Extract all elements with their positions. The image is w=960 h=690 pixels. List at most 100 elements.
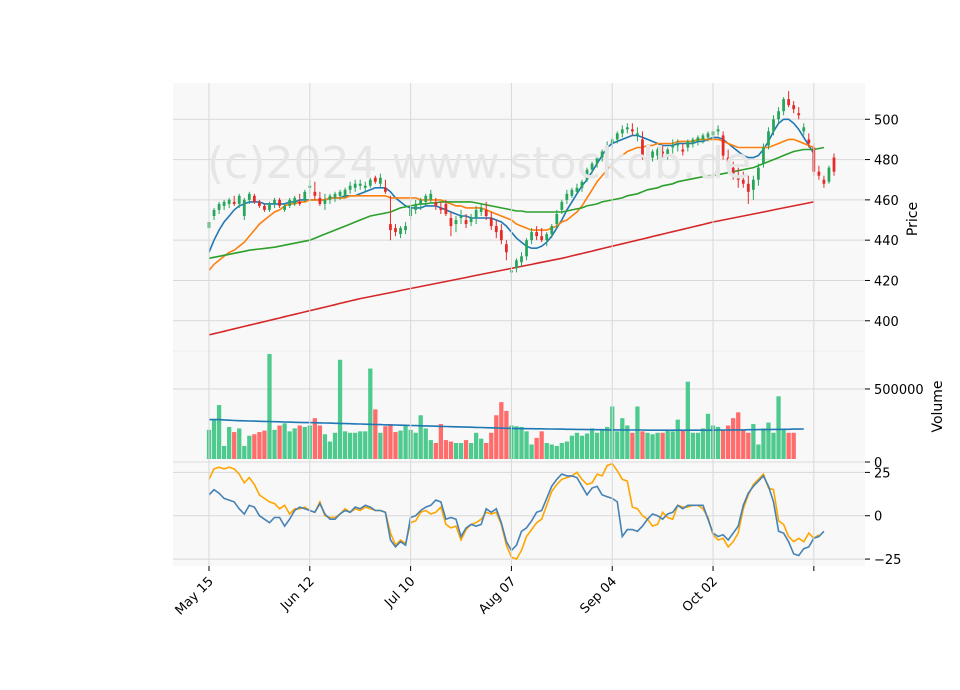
volume-bar — [358, 431, 363, 459]
volume-bar — [569, 435, 575, 459]
candle-body — [263, 205, 266, 210]
candle — [434, 197, 438, 210]
candle — [832, 153, 836, 176]
volume-panel: 0 500000 Volume — [173, 350, 946, 471]
volume-bar — [705, 413, 711, 459]
candle — [686, 139, 690, 152]
volume-bar — [277, 425, 282, 459]
candle — [676, 139, 680, 152]
volume-bar — [489, 432, 494, 459]
oscillator-panel: −25 0 25 — [173, 461, 901, 568]
candle-body — [792, 105, 796, 110]
candle — [454, 215, 458, 233]
volume-bar — [211, 419, 217, 459]
moving-average-ma_slow — [208, 146, 825, 260]
volume-bar — [378, 432, 383, 459]
candle-body — [686, 141, 690, 148]
volume-bar — [232, 432, 237, 459]
candle — [631, 123, 634, 136]
candle — [227, 197, 231, 208]
candle-body — [772, 119, 775, 132]
volume-bar — [312, 418, 317, 459]
candle-body — [288, 199, 292, 206]
candle-body — [570, 189, 574, 196]
candle — [746, 175, 750, 204]
candle — [706, 131, 710, 142]
volume-bar — [635, 406, 640, 459]
volume-bar — [398, 430, 403, 459]
volume-bar — [660, 432, 665, 459]
candle — [661, 145, 665, 158]
volume-bar — [332, 432, 338, 459]
volume-bar — [499, 402, 504, 459]
candle-body — [721, 135, 725, 156]
candle-body — [429, 193, 433, 200]
candle-body — [651, 151, 654, 158]
volume-bar — [615, 431, 620, 459]
candle-body — [222, 201, 226, 206]
candle — [419, 197, 423, 210]
price-tick-label: 400 — [874, 315, 899, 330]
candle-body — [373, 177, 377, 182]
candle-body — [479, 207, 483, 212]
price-tick-label: 420 — [874, 274, 899, 289]
oscillator-main-line — [208, 473, 825, 557]
candle-body — [454, 220, 458, 225]
volume-bar — [484, 443, 489, 459]
volume-bar — [418, 415, 423, 459]
candle — [258, 199, 261, 208]
candle — [414, 199, 418, 214]
candle-body — [636, 133, 639, 136]
candle-body — [590, 163, 594, 170]
candle — [298, 193, 302, 206]
volume-bar — [766, 422, 771, 459]
volume-bar — [393, 432, 398, 459]
volume-bar — [272, 429, 277, 459]
candle — [515, 258, 518, 273]
candle — [263, 203, 266, 212]
candle-body — [348, 185, 352, 190]
candle-body — [641, 139, 644, 158]
volume-bar — [670, 431, 675, 459]
volume-bar — [519, 426, 524, 459]
candle — [232, 195, 236, 206]
x-tick-label: Sep 04 — [577, 574, 620, 617]
volume-tick-label: 500000 — [874, 383, 924, 398]
candle-body — [716, 129, 720, 132]
candle — [590, 161, 594, 174]
volume-bar — [675, 419, 680, 459]
candle — [535, 226, 539, 241]
volume-bar — [726, 425, 731, 459]
candle — [449, 211, 453, 237]
candle-body — [787, 99, 791, 106]
price-tick-label: 500 — [874, 113, 899, 128]
volume-bar — [600, 429, 605, 459]
candle-body — [449, 218, 453, 227]
volume-bar — [428, 440, 433, 459]
candle-body — [625, 127, 629, 130]
volume-moving-average — [209, 418, 804, 431]
candle — [585, 167, 589, 182]
volume-bar — [715, 426, 721, 459]
volume-bar — [589, 428, 595, 459]
candle — [827, 165, 831, 184]
candle-body — [242, 199, 246, 216]
volume-bar — [655, 432, 660, 459]
candle-body — [535, 232, 539, 237]
candle-body — [293, 197, 297, 204]
candle-body — [494, 226, 498, 233]
candle — [615, 131, 619, 144]
x-tick-label: May 15 — [173, 574, 217, 618]
volume-bar — [504, 410, 509, 459]
candle-body — [706, 133, 710, 138]
candle — [404, 222, 407, 235]
volume-bar — [594, 432, 600, 459]
volume-bar — [741, 429, 746, 459]
candle — [797, 107, 801, 120]
candle — [807, 133, 811, 148]
volume-bar — [695, 432, 701, 459]
candle — [792, 101, 796, 114]
candle-body — [701, 135, 705, 140]
volume-bar — [539, 431, 544, 459]
